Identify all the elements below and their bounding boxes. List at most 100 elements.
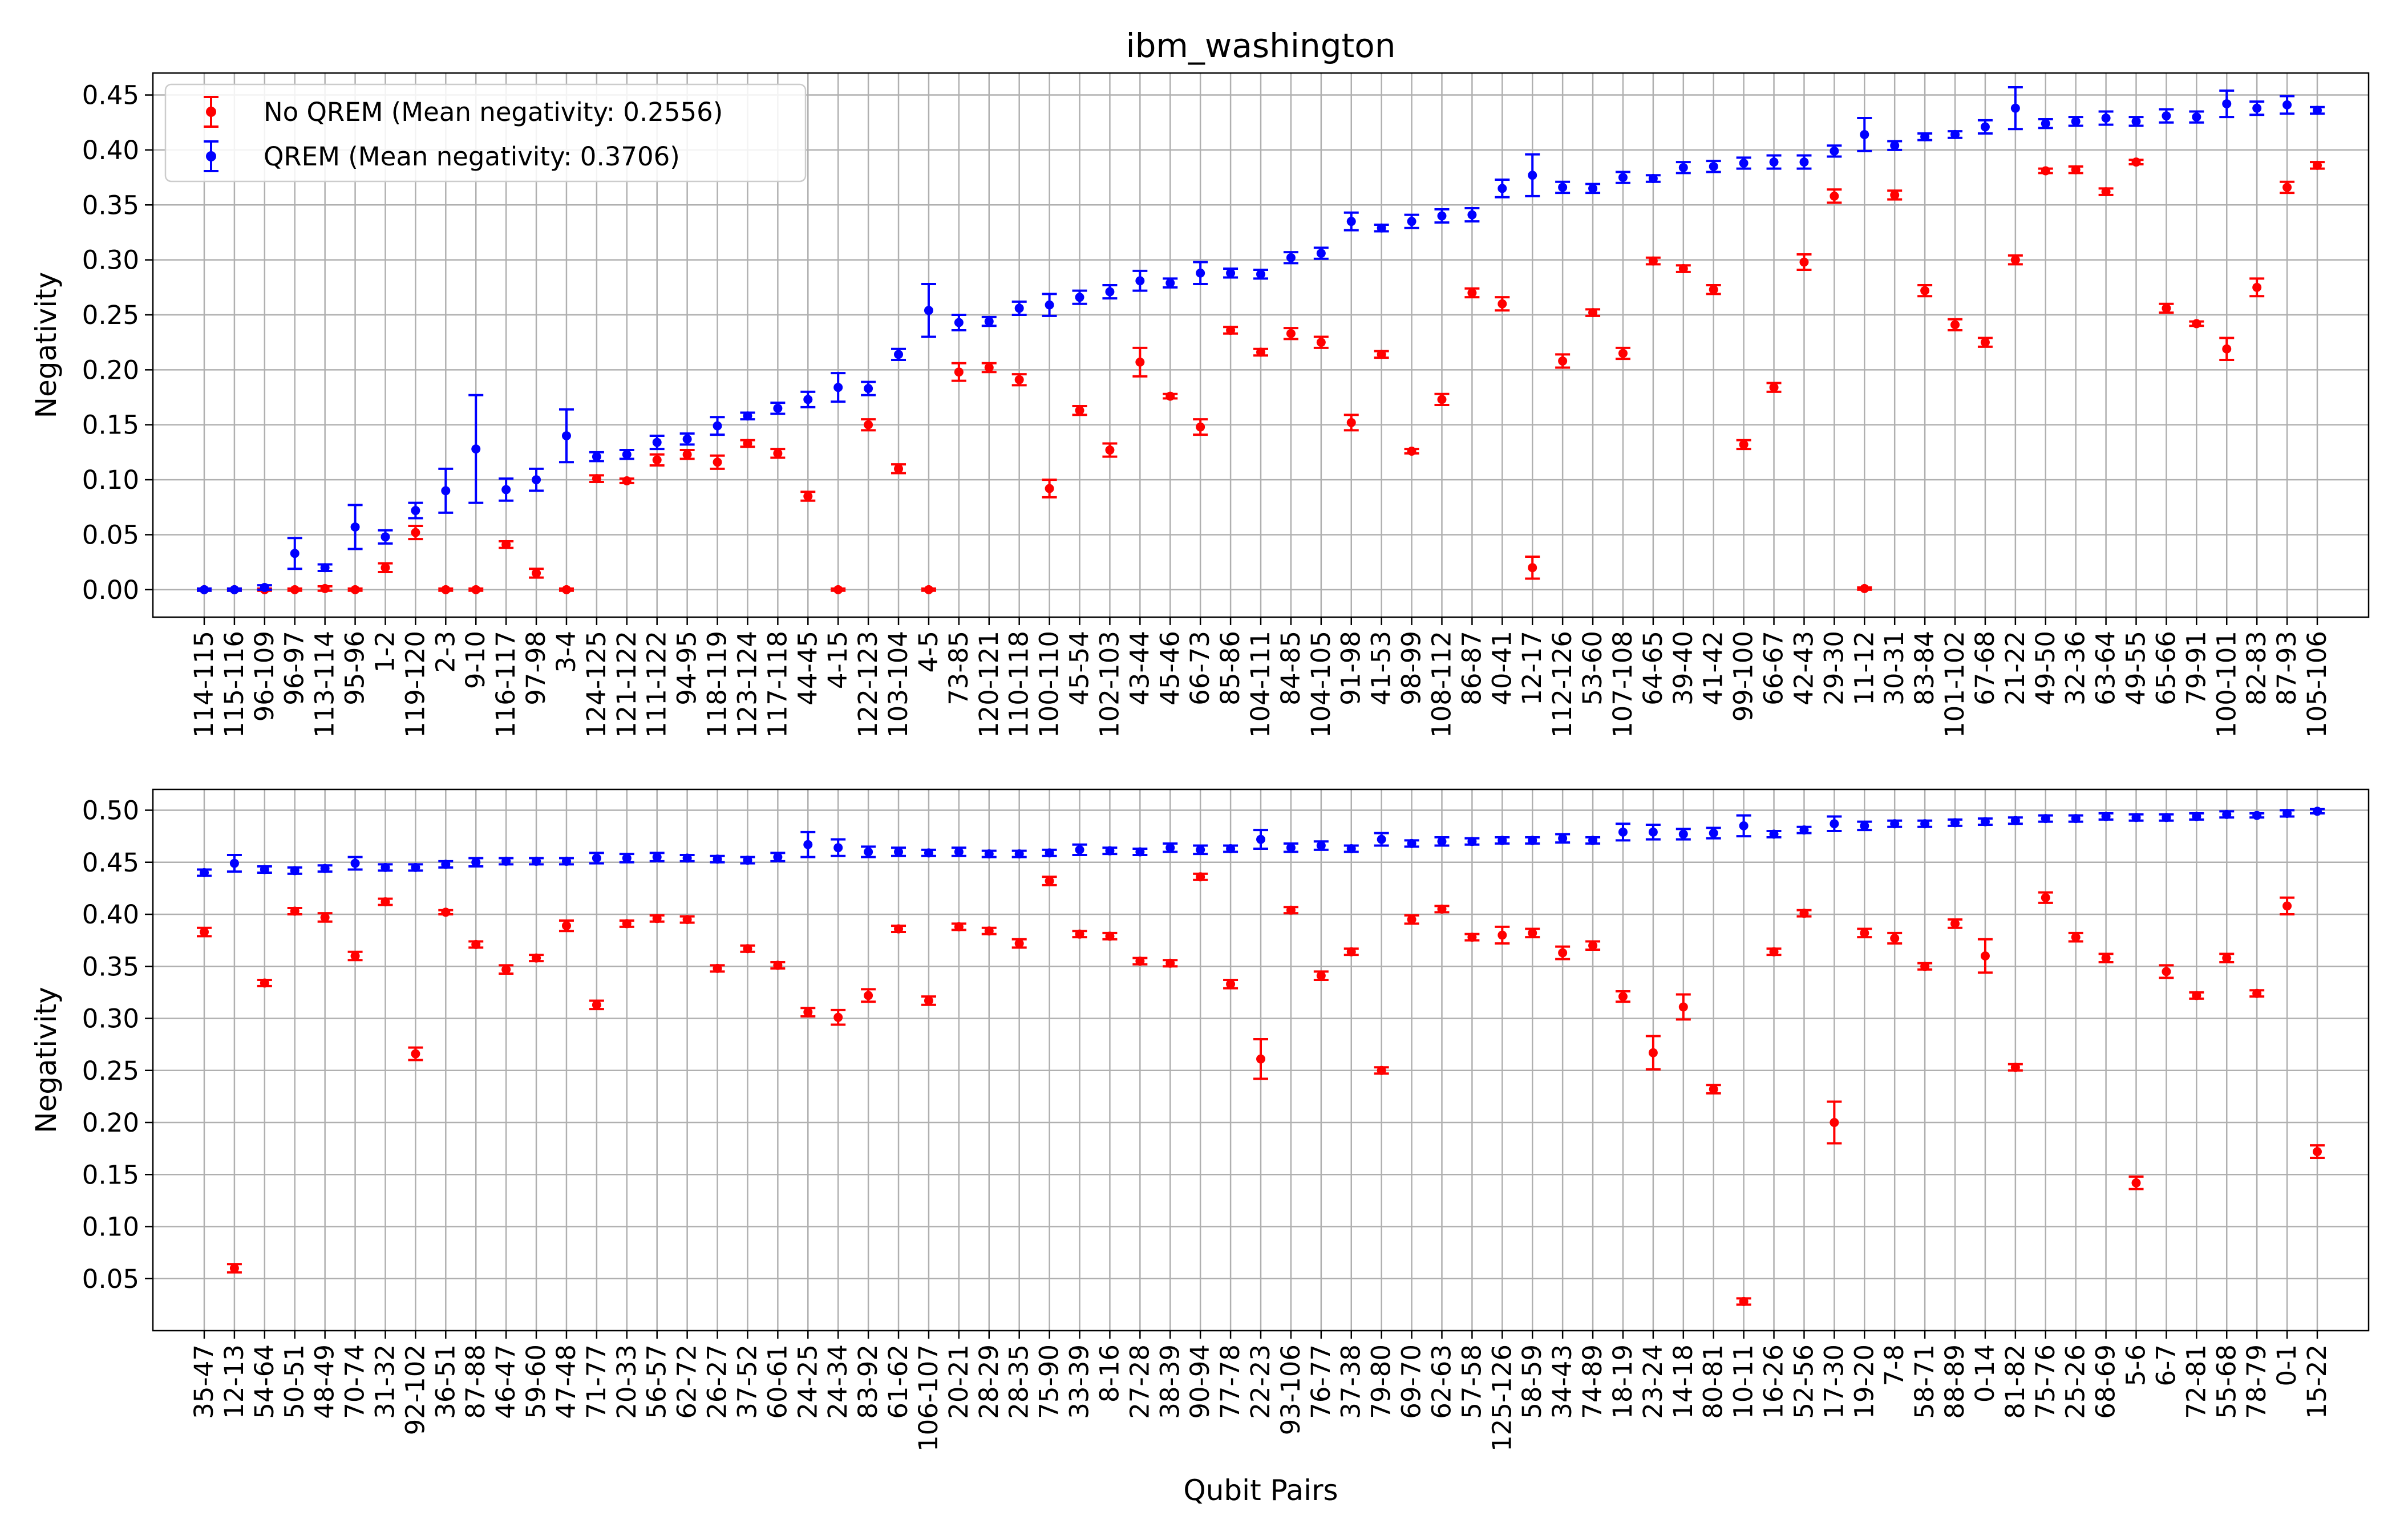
- data-point: [1437, 904, 1447, 914]
- data-point: [833, 1012, 843, 1022]
- data-point: [743, 439, 752, 448]
- data-point: [229, 858, 239, 868]
- x-tick-label: 55-68: [2211, 1344, 2241, 1419]
- data-point: [1014, 303, 1024, 313]
- data-point: [350, 585, 360, 594]
- x-tick-label: 0-14: [1970, 1344, 2000, 1403]
- data-point: [1558, 183, 1568, 192]
- data-point: [2041, 893, 2050, 902]
- x-tick-label: 110-118: [1004, 631, 1034, 738]
- data-point: [532, 953, 541, 963]
- data-point: [894, 464, 904, 473]
- data-point: [1165, 958, 1175, 968]
- x-tick-label: 49-50: [2030, 631, 2061, 706]
- x-tick-label: 123-124: [732, 631, 762, 738]
- y-tick-label: 0.05: [82, 520, 139, 550]
- y-axis-label: Negativity: [30, 987, 63, 1133]
- data-point: [713, 963, 722, 973]
- data-point: [1799, 825, 1809, 835]
- data-point: [1860, 129, 1869, 139]
- x-tick-label: 4-15: [823, 631, 853, 689]
- x-tick-label: 106-107: [913, 1344, 944, 1452]
- data-point: [1045, 876, 1054, 886]
- y-tick-label: 0.20: [82, 1108, 139, 1138]
- legend-box: [164, 83, 807, 183]
- data-point: [773, 448, 783, 458]
- y-tick-label: 0.30: [82, 245, 139, 275]
- data-point: [2041, 814, 2050, 824]
- data-point: [1648, 174, 1658, 184]
- y-tick-label: 0.05: [82, 1264, 139, 1294]
- data-point: [1256, 834, 1265, 844]
- x-tick-label: 94-95: [672, 631, 702, 706]
- data-point: [290, 549, 300, 558]
- x-tick-label: 2-3: [430, 631, 460, 673]
- x-tick-label: 56-57: [642, 1344, 672, 1419]
- data-point: [290, 866, 300, 876]
- data-point: [1950, 919, 1960, 929]
- y-tick-label: 0.30: [82, 1004, 139, 1034]
- data-point: [1467, 210, 1477, 220]
- data-point: [1407, 446, 1416, 456]
- x-tick-label: 81-82: [2000, 1344, 2030, 1419]
- x-tick-label: 112-126: [1547, 631, 1577, 738]
- x-tick-label: 35-47: [189, 1344, 219, 1419]
- x-tick-label: 124-125: [581, 631, 612, 738]
- data-point: [290, 906, 300, 916]
- data-point: [1769, 383, 1779, 392]
- x-tick-label: 16-26: [1759, 1344, 1789, 1419]
- data-point: [2282, 100, 2292, 110]
- data-point: [2282, 901, 2292, 911]
- data-point: [2192, 112, 2201, 122]
- x-tick-label: 8-16: [1094, 1344, 1124, 1403]
- data-point: [2010, 816, 2020, 825]
- data-point: [2252, 810, 2262, 820]
- x-tick-label: 95-96: [340, 631, 370, 706]
- data-point: [1196, 268, 1205, 278]
- x-tick-label: 63-64: [2091, 631, 2121, 706]
- legend-entry-no-qrem: No QREM (Mean negativity: 0.2556): [204, 96, 723, 128]
- x-tick-label: 12-17: [1517, 631, 1547, 706]
- y-tick-label: 0.10: [82, 1212, 139, 1242]
- x-tick-label: 97-98: [521, 631, 551, 706]
- data-point: [320, 864, 330, 873]
- data-point: [1739, 821, 1749, 830]
- legend-label: No QREM (Mean negativity: 0.2556): [264, 97, 723, 127]
- data-point: [350, 858, 360, 868]
- x-tick-label: 6-7: [2151, 1344, 2181, 1387]
- data-point: [561, 856, 571, 866]
- data-point: [682, 915, 692, 925]
- y-tick-label: 0.15: [82, 1160, 139, 1190]
- x-tick-label: 52-56: [1788, 1344, 1819, 1419]
- x-tick-label: 9-10: [460, 631, 491, 689]
- data-point: [1226, 325, 1236, 335]
- top-panel: 0.00 0.05 0.10 0.15 0.20 0.25 0.30 0.35 0.40 0.45…: [30, 72, 2370, 738]
- data-point: [1165, 278, 1175, 288]
- y-tick-label: 0.45: [82, 80, 139, 111]
- y-axis: 0.00 0.05 0.10 0.15 0.20 0.25 0.30 0.35 0.40 0.45: [82, 80, 153, 605]
- y-tick-label: 0.20: [82, 355, 139, 385]
- x-tick-label: 7-8: [1879, 1344, 1909, 1387]
- x-tick-label: 10-11: [1729, 1344, 1759, 1419]
- data-point: [1558, 833, 1568, 843]
- data-point: [290, 585, 300, 594]
- data-point: [2282, 183, 2292, 192]
- data-point: [1588, 941, 1598, 950]
- x-tick-label: 70-74: [340, 1344, 370, 1419]
- data-point: [1709, 285, 1718, 294]
- data-point: [1316, 249, 1326, 258]
- data-point: [260, 865, 269, 874]
- data-point: [833, 383, 843, 392]
- data-point: [1467, 288, 1477, 298]
- x-tick-label: 96-97: [280, 631, 310, 706]
- data-point: [864, 847, 873, 857]
- data-point: [984, 363, 994, 372]
- x-tick-label: 90-94: [1185, 1344, 1215, 1419]
- bottom-panel: 0.05 0.10 0.15 0.20 0.25 0.30 0.35 0.40 0.45 0.50…: [30, 788, 2370, 1452]
- x-tick-label: 66-67: [1759, 631, 1789, 706]
- data-point: [803, 840, 813, 849]
- x-tick-label: 62-63: [1426, 1344, 1456, 1419]
- data-point: [1769, 157, 1779, 167]
- data-point: [652, 914, 662, 923]
- x-tick-label: 85-86: [1215, 631, 1245, 706]
